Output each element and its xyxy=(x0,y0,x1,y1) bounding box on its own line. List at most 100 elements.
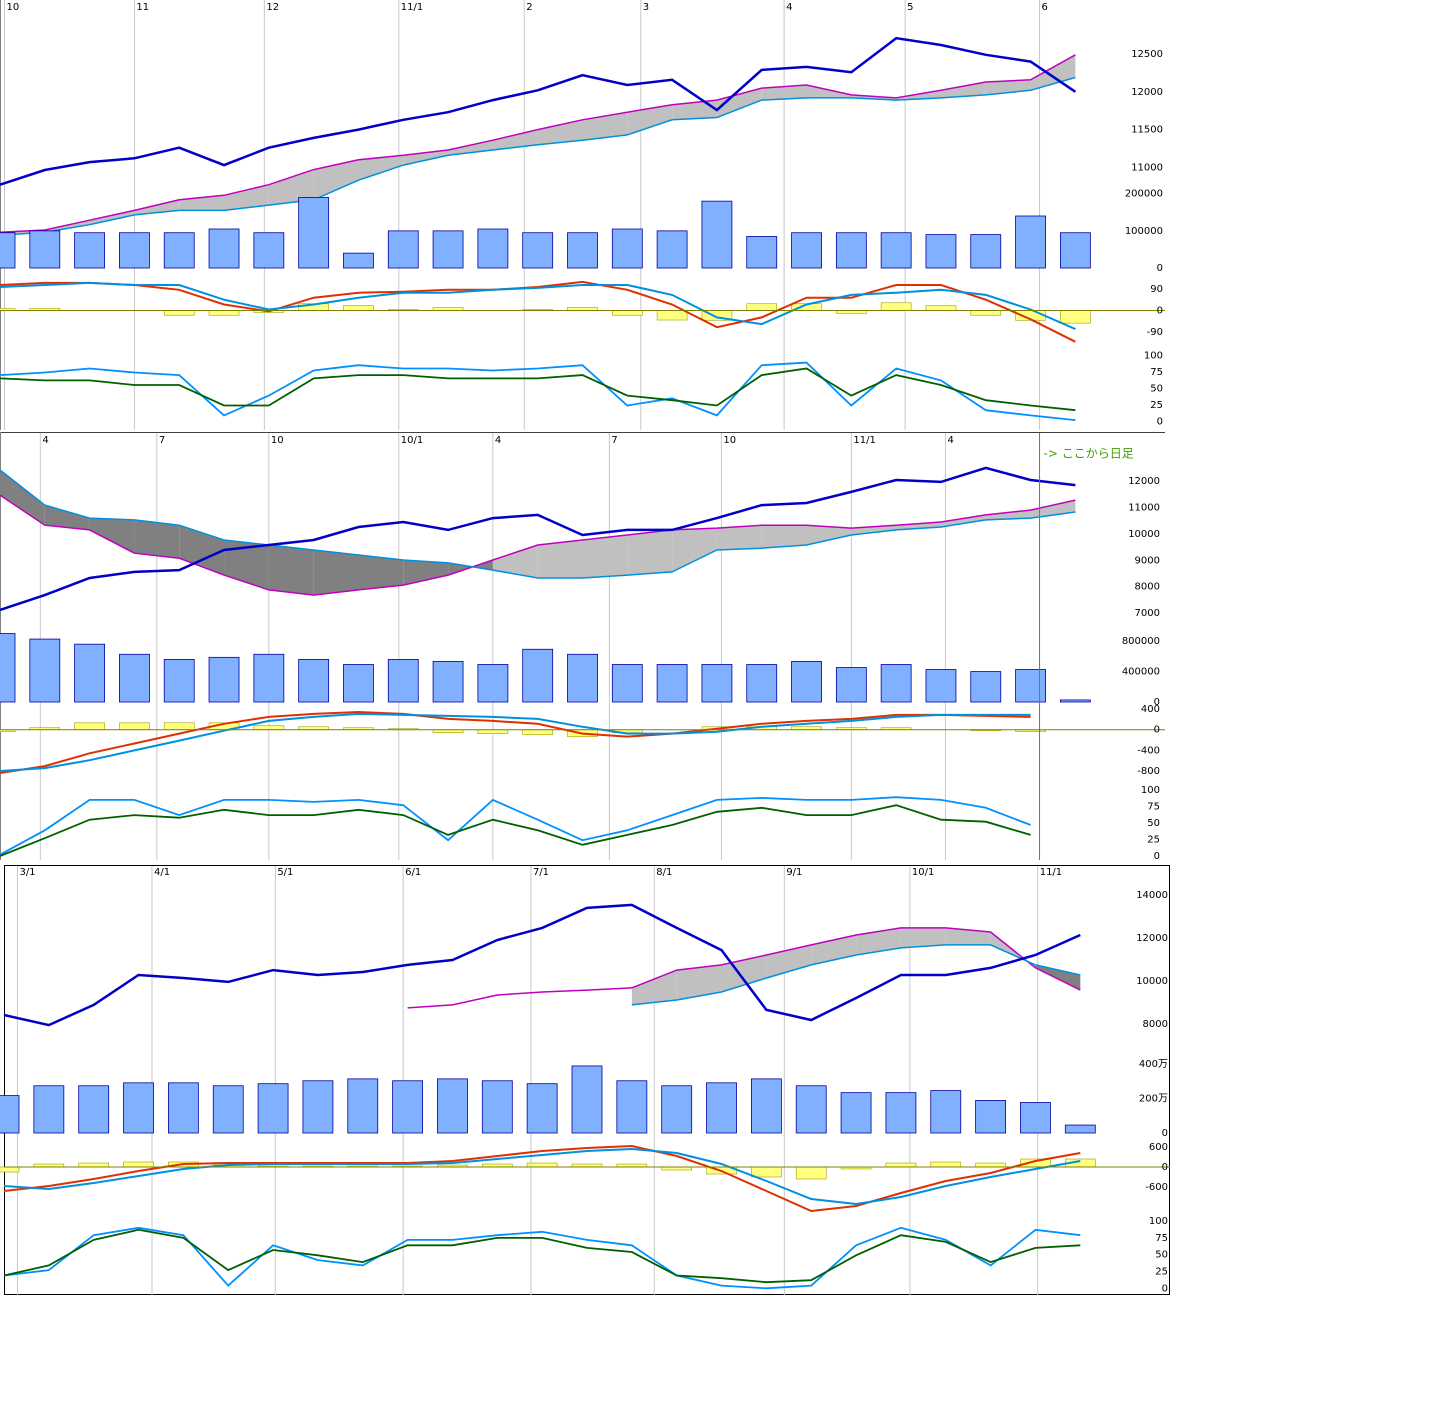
x-tick-label: 4 xyxy=(42,435,48,446)
y-tick-label: 400 xyxy=(1141,704,1160,715)
cloud xyxy=(89,518,135,554)
y-tick-label: 11500 xyxy=(1131,125,1163,136)
x-tick-label: 11/1 xyxy=(401,2,423,13)
x-tick-label: 10 xyxy=(723,435,736,446)
series-line xyxy=(0,367,1076,412)
cloud xyxy=(582,534,628,578)
volume-bar xyxy=(298,658,330,703)
cloud xyxy=(179,525,225,576)
x-tick-label: 10/1 xyxy=(912,867,934,878)
volume-bar xyxy=(925,234,957,269)
y-tick-label: 75 xyxy=(1155,1233,1168,1244)
x-tick-label: 7 xyxy=(159,435,165,446)
x-tick-label: 11 xyxy=(136,2,149,13)
y-tick-label: 11000 xyxy=(1131,162,1163,173)
volume-bar xyxy=(795,1085,827,1134)
volume-bar xyxy=(880,664,912,703)
y-tick-label: 400000 xyxy=(1122,667,1160,678)
volume-bar xyxy=(970,234,1002,269)
y-tick-label: 600 xyxy=(1149,1142,1168,1153)
volume-bar xyxy=(791,232,822,269)
cloud xyxy=(1030,500,1076,519)
volume-bar xyxy=(880,232,912,269)
x-tick-label: 8/1 xyxy=(656,867,672,878)
volume-bar xyxy=(298,197,330,269)
y-tick-label: 50 xyxy=(1147,818,1160,829)
series-line xyxy=(0,76,1076,237)
y-tick-label: 800000 xyxy=(1122,636,1160,647)
cloud xyxy=(945,927,991,945)
histogram-bar xyxy=(795,1166,827,1180)
x-tick-label: 4 xyxy=(495,435,501,446)
series-line xyxy=(3,1147,1081,1206)
volume-bar xyxy=(33,1085,65,1134)
y-tick-label: 0 xyxy=(1154,851,1160,862)
volume-bar xyxy=(208,228,240,269)
volume-bar xyxy=(975,1100,1007,1134)
cloud xyxy=(492,544,538,578)
x-tick-label: 10/1 xyxy=(401,435,423,446)
x-tick-label: 3/1 xyxy=(19,867,35,878)
volume-bar xyxy=(212,1085,244,1134)
cloud xyxy=(134,519,180,559)
cloud xyxy=(313,159,359,200)
volume-bar xyxy=(432,661,464,703)
cloud xyxy=(44,505,90,530)
volume-bar xyxy=(437,1078,468,1134)
cloud xyxy=(676,964,722,1000)
volume-bar xyxy=(167,1082,199,1134)
cloud xyxy=(358,155,404,181)
histogram-bar xyxy=(1060,310,1091,324)
series-line xyxy=(3,1226,1081,1290)
volume-bar xyxy=(835,667,867,703)
volume-bar xyxy=(29,230,61,269)
cloud xyxy=(403,149,449,166)
x-tick-label: 6 xyxy=(1042,2,1048,13)
volume-bar xyxy=(74,643,106,703)
series-line xyxy=(0,36,1077,186)
volume-bar xyxy=(661,1085,693,1134)
volume-bar xyxy=(701,200,733,269)
volume-bar xyxy=(746,236,778,269)
y-tick-label: -600 xyxy=(1145,1182,1168,1193)
cloud xyxy=(0,470,45,526)
series-line xyxy=(3,903,1081,1027)
y-tick-label: 12000 xyxy=(1136,933,1168,944)
volume-bar xyxy=(746,664,778,703)
series-line xyxy=(0,804,1031,857)
cloud xyxy=(448,140,493,156)
volume-bar xyxy=(656,664,688,703)
cloud xyxy=(672,100,717,120)
histogram-bar xyxy=(751,1166,782,1178)
volume-bar xyxy=(78,1085,110,1134)
series-line xyxy=(3,1228,1081,1284)
cloud xyxy=(716,525,762,551)
volume-bar xyxy=(477,228,509,269)
series-line xyxy=(3,1144,1081,1213)
volume-bar xyxy=(387,658,419,703)
histogram-bar xyxy=(0,729,16,732)
histogram-bar xyxy=(74,722,105,731)
volume-bar xyxy=(123,1082,154,1134)
histogram-bar xyxy=(880,302,912,311)
volume-bar xyxy=(526,1083,558,1134)
volume-bar xyxy=(656,230,688,269)
y-tick-label: 0 xyxy=(1162,1162,1168,1173)
histogram-bar xyxy=(78,1162,109,1168)
cloud xyxy=(806,525,852,545)
cloud xyxy=(716,88,762,118)
volume-bar xyxy=(302,1080,334,1134)
x-tick-label: 7 xyxy=(611,435,617,446)
volume-bar xyxy=(567,232,598,269)
volume-bar xyxy=(163,658,195,703)
volume-bar xyxy=(835,232,867,269)
histogram-bar xyxy=(477,729,509,734)
cloud xyxy=(631,970,677,1005)
y-tick-label: 14000 xyxy=(1136,890,1168,901)
x-tick-label: 11/1 xyxy=(853,435,875,446)
y-tick-label: 12500 xyxy=(1131,49,1163,60)
y-tick-label: 10000 xyxy=(1136,976,1168,987)
y-tick-label: 0 xyxy=(1154,725,1160,736)
